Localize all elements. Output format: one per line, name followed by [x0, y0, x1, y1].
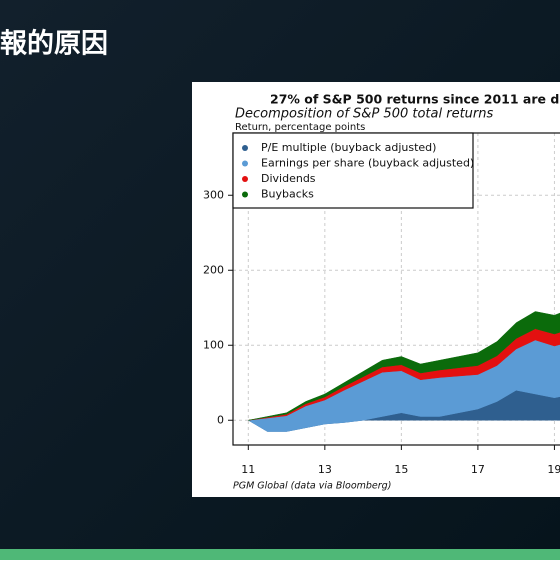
y-axis-label: Return, percentage points — [235, 122, 365, 133]
x-tick-label: 13 — [318, 463, 332, 476]
legend-marker — [242, 145, 248, 151]
y-tick-label: 100 — [203, 338, 224, 351]
x-tick-label: 17 — [471, 463, 485, 476]
slide-title: 報的原因 — [0, 28, 108, 60]
y-tick-label: 0 — [217, 413, 224, 426]
legend-box — [232, 132, 474, 209]
bottom-bar — [0, 549, 560, 560]
legend-marker — [242, 160, 248, 167]
chart-subtitle: Decomposition of S&P 500 total returns — [235, 107, 493, 122]
legend-label: P/E multiple (buyback adjusted) — [261, 141, 436, 154]
x-tick-label: 19 — [547, 463, 560, 476]
y-tick-label: 300 — [203, 188, 224, 201]
source: PGM Global (data via Bloomberg) — [233, 481, 391, 492]
chart-title: 27% of S&P 500 returns since 2011 are d — [270, 92, 559, 107]
x-tick-label: 15 — [394, 463, 408, 476]
legend-label: Buybacks — [261, 188, 314, 201]
x-tick-label: 11 — [241, 463, 255, 476]
legend-marker — [242, 176, 248, 182]
y-tick-label: 200 — [203, 263, 224, 276]
legend-label: Earnings per share (buyback adjusted) — [261, 157, 474, 170]
legend-marker — [242, 191, 248, 198]
legend-label: Dividends — [261, 172, 316, 185]
area — [248, 311, 560, 421]
chart-panel: 27% of S&P 500 returns since 2011 are d … — [192, 82, 560, 497]
